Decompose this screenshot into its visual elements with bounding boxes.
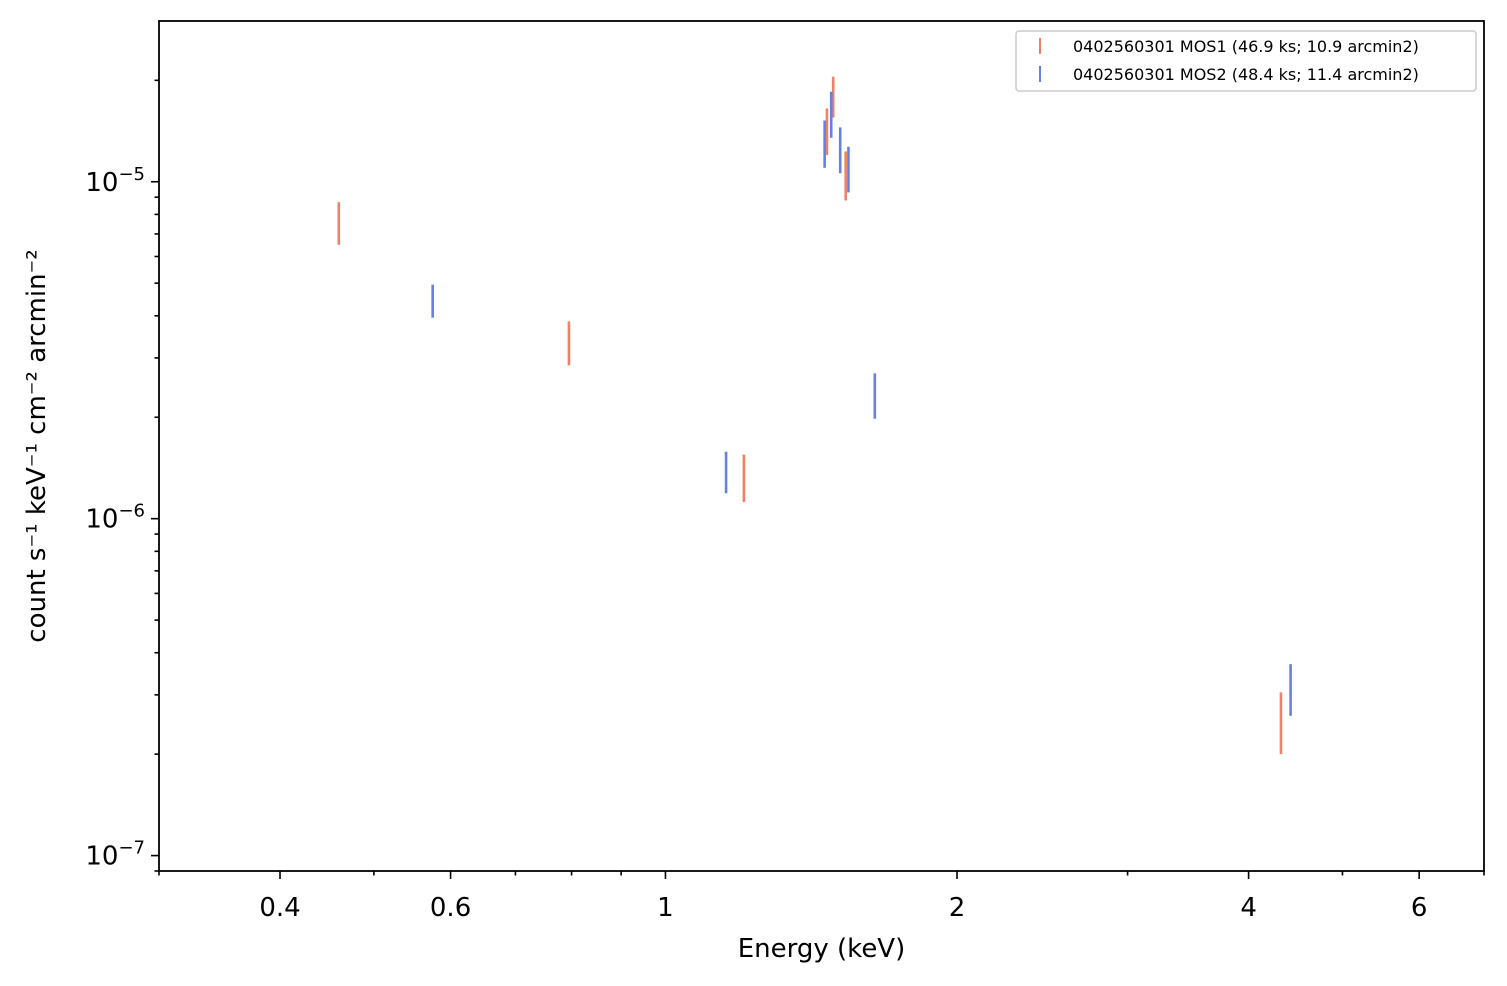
- legend-box: [1015, 30, 1477, 92]
- x-axis-ticks: 0.4 0.6 1 2 4 6: [158, 871, 1485, 923]
- x-axis-label: Energy (keV): [738, 934, 906, 964]
- y-tick-label: 10−6: [85, 501, 145, 535]
- x-tick-label: 4: [1240, 893, 1257, 923]
- x-tick-label: 1: [657, 893, 674, 923]
- legend-label-series-2: 0402560301 MOS2 (48.4 ks; 11.4 arcmin2): [1073, 65, 1419, 84]
- y-axis-ticks: 10−7 10−6 10−5: [85, 79, 159, 872]
- legend: 0402560301 MOS1 (46.9 ks; 10.9 arcmin2) 0…: [1015, 30, 1477, 92]
- data-marks: [337, 76, 1292, 755]
- x-tick-label: 2: [949, 893, 966, 923]
- x-tick-label: 0.4: [259, 893, 300, 923]
- plot-frame: [158, 20, 1485, 872]
- legend-label-series-1: 0402560301 MOS1 (46.9 ks; 10.9 arcmin2): [1073, 37, 1419, 56]
- x-tick-label: 6: [1411, 893, 1428, 923]
- y-tick-label: 10−5: [85, 164, 145, 198]
- x-tick-label: 0.6: [430, 893, 471, 923]
- y-axis-label: count s⁻¹ keV⁻¹ cm⁻² arcmin⁻²: [22, 249, 52, 642]
- y-tick-label: 10−7: [85, 838, 145, 872]
